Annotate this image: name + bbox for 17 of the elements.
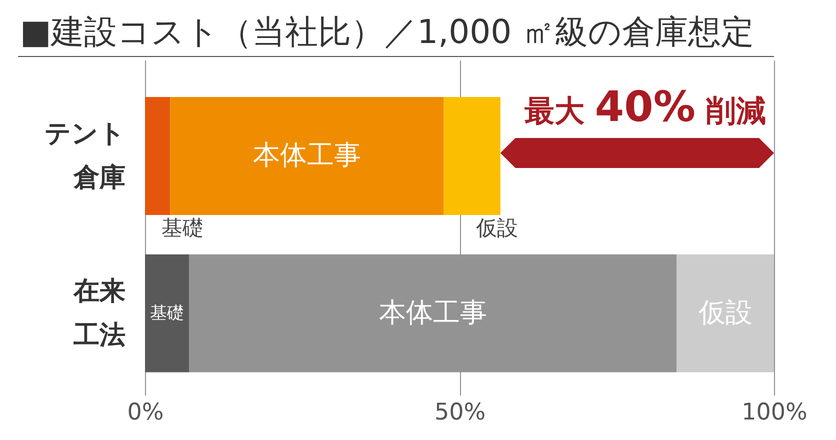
annotation: 最大 40% 削減 — [524, 82, 766, 132]
bar — [676, 254, 774, 372]
y-tick-label: テント倉庫 — [44, 119, 126, 194]
x-tick-label: 50% — [434, 400, 486, 426]
bar — [145, 254, 190, 372]
x-tick-label: 0% — [127, 400, 164, 426]
bar — [170, 97, 444, 216]
bar — [145, 97, 170, 216]
bar — [444, 97, 500, 216]
chart-title: ■建設コスト（当社比）／1,000 ㎡級の倉庫想定 — [20, 11, 754, 53]
text: 基礎 — [150, 303, 184, 324]
text: 本体工事 — [378, 297, 487, 328]
x-tick-label: 100% — [742, 400, 808, 426]
series-label: 仮設 — [475, 216, 518, 240]
series-label: 本体工事 — [252, 140, 361, 172]
y-tick-label: 在来工法 — [72, 276, 126, 350]
series-label: 基礎 — [162, 216, 204, 240]
